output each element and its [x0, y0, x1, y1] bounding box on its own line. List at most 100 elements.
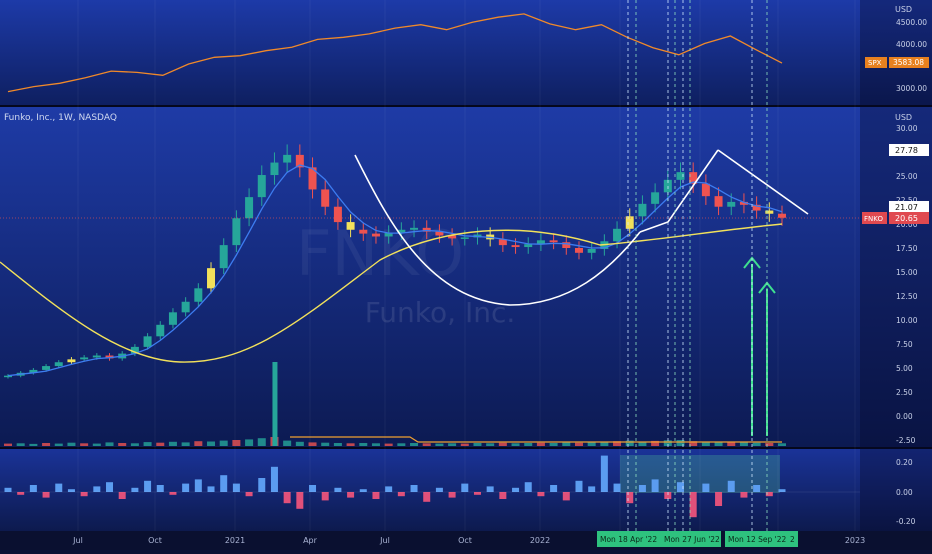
volume-bar-10: [130, 443, 139, 446]
candle-body-29: [371, 233, 380, 237]
volume-bar-58: [739, 442, 748, 446]
candle-body-18: [232, 218, 241, 246]
level-marker-bg: [889, 201, 929, 213]
panel-divider-bottom[interactable]: [0, 447, 932, 449]
candle-body-31: [397, 229, 406, 233]
osc-bar-45: [575, 480, 583, 492]
volume-bar-56: [714, 442, 723, 446]
watermark-ticker: FNKO: [296, 217, 464, 290]
candle-body-7: [92, 355, 101, 358]
candle-body-46: [587, 248, 596, 253]
candle-body-28: [359, 229, 368, 234]
osc-bar-57: [727, 480, 735, 492]
volume-bar-45: [574, 442, 583, 446]
panel-divider-top[interactable]: [0, 105, 932, 107]
osc-bar-29: [372, 492, 380, 499]
osc-bar-1: [17, 492, 25, 495]
volume-bar-51: [651, 440, 660, 446]
volume-bar-12: [156, 442, 165, 446]
volume-bar-48: [613, 441, 622, 446]
osc-bar-50: [638, 485, 646, 492]
osc-bar-30: [385, 486, 393, 492]
x-tick-6: 2022: [530, 536, 550, 545]
price-y-tick-7: 10.00: [896, 316, 918, 325]
osc-bar-40: [512, 487, 520, 492]
x-tick-0: Jul: [72, 536, 83, 545]
x-tick-10: 2023: [845, 536, 865, 545]
volume-bar-4: [54, 443, 63, 446]
price-currency: USD: [895, 113, 912, 122]
spx-tag: SPX: [868, 59, 882, 67]
osc-bar-54: [689, 492, 697, 518]
candle-body-16: [207, 268, 216, 289]
volume-bar-43: [549, 443, 558, 446]
x-tick-4: Jul: [379, 536, 390, 545]
price-y-tick-5: 15.00: [896, 268, 918, 277]
price-y-tick-6: 12.50: [896, 292, 918, 301]
volume-bar-60: [765, 443, 774, 446]
candle-body-4: [54, 362, 63, 367]
candle-body-34: [435, 231, 444, 236]
spx-last-value: 3583.08: [893, 58, 924, 67]
volume-bar-55: [701, 441, 710, 446]
volume-bar-52: [663, 440, 672, 446]
volume-bar-23: [295, 441, 304, 446]
symbol-title: Funko, Inc., 1W, NASDAQ: [4, 113, 117, 123]
volume-bar-34: [435, 443, 444, 446]
osc-bar-0: [4, 487, 12, 492]
candle-body-57: [727, 201, 736, 207]
candle-body-0: [4, 375, 12, 378]
candle-body-19: [245, 197, 254, 219]
volume-bar-26: [333, 443, 342, 446]
volume-bar-14: [181, 442, 190, 446]
volume-bar-59: [752, 442, 761, 446]
osc-bar-59: [753, 485, 761, 492]
high-marker-bg: [889, 144, 929, 156]
candle-body-6: [80, 357, 89, 360]
candle-body-30: [384, 232, 393, 237]
candle-body-45: [574, 248, 583, 253]
osc-bar-27: [347, 492, 355, 498]
osc-bar-56: [715, 492, 723, 506]
candle-body-11: [143, 336, 152, 347]
osc-bar-18: [232, 483, 240, 492]
volume-bar-53: [676, 440, 685, 446]
date-badge-1: Mon 18 Apr '22: [600, 535, 657, 544]
candles: [4, 144, 786, 379]
volume-bar-50: [638, 441, 647, 446]
volume-bar-20: [257, 438, 266, 446]
candle-body-60: [765, 210, 774, 214]
yellow-ma-line: [0, 223, 783, 363]
candle-body-32: [410, 227, 419, 230]
volume-bar-11: [143, 442, 152, 446]
fnko-tag-bg: [862, 212, 887, 224]
candle-body-36: [460, 237, 469, 239]
high-marker: 27.78: [895, 146, 918, 155]
volume-bar-19: [245, 439, 254, 446]
candle-body-33: [422, 227, 431, 232]
volume-bar-28: [359, 443, 368, 446]
osc-bar-32: [410, 485, 418, 492]
spx-panel-bg: [0, 0, 932, 105]
osc-bar-14: [182, 483, 190, 492]
osc-bar-39: [499, 492, 507, 499]
volume-bars: [4, 362, 786, 446]
osc-y-tick-1: 0.00: [896, 488, 913, 497]
price-axis-bg[interactable]: [860, 0, 932, 531]
date-badge-3: Mon 12 Sep '22: [728, 535, 786, 544]
osc-bar-17: [220, 475, 228, 492]
osc-bar-49: [626, 492, 634, 504]
spx-series: [7, 13, 783, 93]
osc-bar-2: [29, 485, 37, 492]
volume-bar-54: [689, 441, 698, 446]
osc-bar-8: [106, 482, 114, 492]
osc-bar-5: [67, 489, 75, 492]
osc-bar-33: [423, 492, 431, 502]
volume-bar-3: [42, 443, 51, 446]
price-y-tick-9: 5.00: [896, 364, 913, 373]
volume-bar-15: [194, 441, 203, 446]
osc-bar-44: [562, 492, 570, 501]
osc-bar-38: [486, 486, 494, 492]
